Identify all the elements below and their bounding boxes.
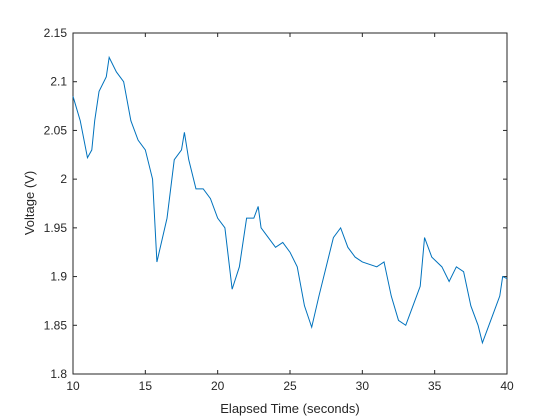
y-tick-label: 1.85 xyxy=(44,318,68,332)
y-tick-label: 2.1 xyxy=(50,75,67,89)
x-tick-label: 25 xyxy=(283,379,297,393)
y-tick-label: 2.05 xyxy=(44,123,68,137)
x-tick-label: 20 xyxy=(211,379,225,393)
x-tick-label: 10 xyxy=(66,379,80,393)
y-tick-label: 1.8 xyxy=(50,367,67,381)
x-tick-label: 30 xyxy=(356,379,370,393)
plot-area xyxy=(72,32,508,375)
y-tick-label: 2 xyxy=(60,172,67,186)
x-axis-label: Elapsed Time (seconds) xyxy=(220,401,359,416)
y-axis-label: Voltage (V) xyxy=(22,171,37,235)
y-tick-label: 1.9 xyxy=(50,270,67,284)
x-tick-label: 15 xyxy=(139,379,153,393)
y-tick-label: 1.95 xyxy=(44,221,68,235)
data-line xyxy=(72,55,508,345)
x-tick-label: 35 xyxy=(428,379,442,393)
x-tick-label: 40 xyxy=(500,379,514,393)
y-tick-label: 2.15 xyxy=(44,26,68,40)
